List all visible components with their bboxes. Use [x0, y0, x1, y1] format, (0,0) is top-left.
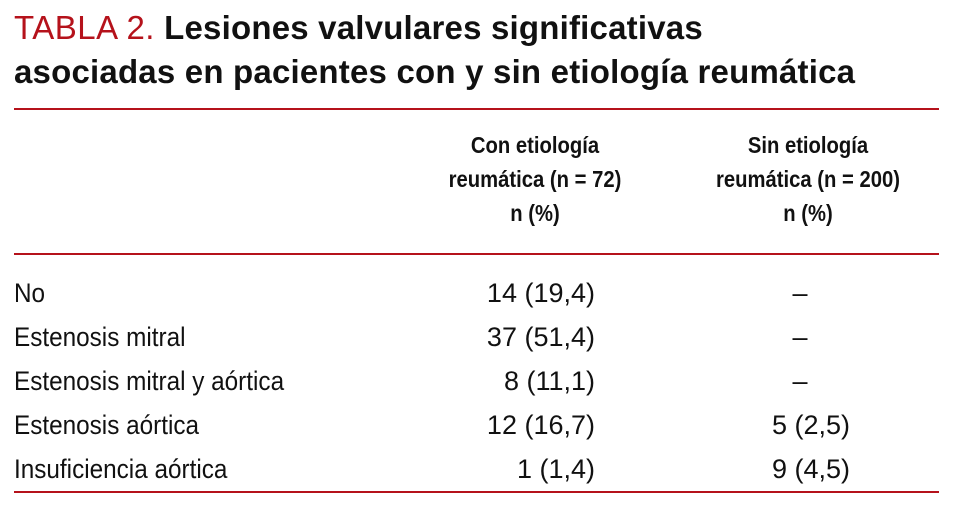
- row-label: No: [14, 278, 46, 308]
- cell-sin: –: [792, 366, 808, 396]
- cell-sin: 5 (2,5): [771, 410, 850, 440]
- header-divider: [14, 253, 939, 255]
- table-row: No 14 (19,4) –: [0, 271, 957, 315]
- column-header-line: n (%): [510, 200, 560, 226]
- table-row: Estenosis mitral y aórtica 8 (11,1) –: [0, 359, 957, 403]
- column-header-line: Sin etiología: [747, 132, 869, 158]
- table-title: TABLA 2. Lesiones valvulares significati…: [14, 6, 944, 94]
- bottom-divider: [14, 491, 939, 493]
- column-header-line: Con etiología: [470, 132, 600, 158]
- column-header-line: n (%): [783, 200, 833, 226]
- cell-con: 1 (1,4): [516, 454, 595, 484]
- cell-sin: –: [792, 322, 808, 352]
- row-label: Insuficiencia aórtica: [14, 454, 228, 484]
- table-title-line1: Lesiones valvulares significativas: [164, 9, 703, 46]
- cell-con: 8 (11,1): [503, 366, 595, 396]
- top-divider: [14, 108, 939, 110]
- column-header-line: reumática (n = 200): [716, 166, 900, 192]
- column-header-con: Con etiología reumática (n = 72) n (%): [412, 128, 658, 230]
- table-label: TABLA 2.: [14, 9, 155, 46]
- row-label: Estenosis mitral: [14, 322, 186, 352]
- table-row: Insuficiencia aórtica 1 (1,4) 9 (4,5): [0, 447, 957, 491]
- cell-con: 14 (19,4): [486, 278, 595, 308]
- cell-con: 37 (51,4): [486, 322, 595, 352]
- column-header-sin: Sin etiología reumática (n = 200) n (%): [685, 128, 931, 230]
- table-body: No 14 (19,4) – Estenosis mitral 37 (51,4…: [0, 271, 957, 491]
- cell-sin: –: [792, 278, 808, 308]
- table-row: Estenosis mitral 37 (51,4) –: [0, 315, 957, 359]
- cell-sin: 9 (4,5): [771, 454, 850, 484]
- row-label: Estenosis aórtica: [14, 410, 200, 440]
- row-label: Estenosis mitral y aórtica: [14, 366, 285, 396]
- table-title-line2: asociadas en pacientes con y sin etiolog…: [14, 53, 856, 90]
- cell-con: 12 (16,7): [486, 410, 595, 440]
- column-header-line: reumática (n = 72): [448, 166, 622, 192]
- table-row: Estenosis aórtica 12 (16,7) 5 (2,5): [0, 403, 957, 447]
